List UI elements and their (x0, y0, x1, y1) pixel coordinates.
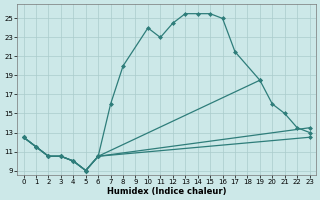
X-axis label: Humidex (Indice chaleur): Humidex (Indice chaleur) (107, 187, 226, 196)
